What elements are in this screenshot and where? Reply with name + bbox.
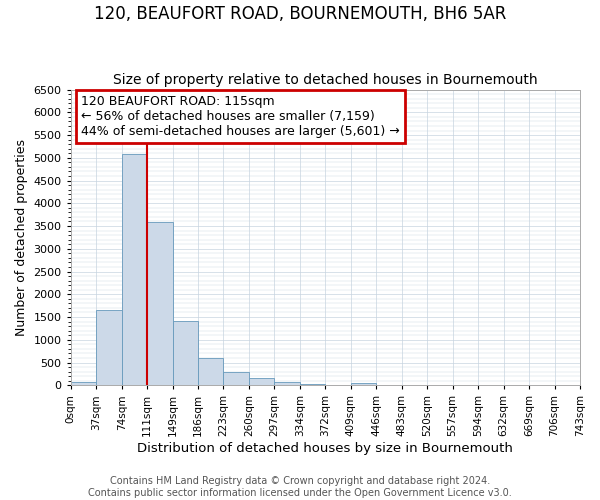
Bar — [198, 358, 223, 386]
Text: Contains HM Land Registry data © Crown copyright and database right 2024.
Contai: Contains HM Land Registry data © Crown c… — [88, 476, 512, 498]
Bar — [96, 310, 122, 386]
Bar — [223, 372, 249, 386]
Bar — [274, 382, 300, 386]
Text: 120, BEAUFORT ROAD, BOURNEMOUTH, BH6 5AR: 120, BEAUFORT ROAD, BOURNEMOUTH, BH6 5AR — [94, 5, 506, 23]
Bar — [249, 378, 274, 386]
Bar — [173, 320, 198, 386]
Title: Size of property relative to detached houses in Bournemouth: Size of property relative to detached ho… — [113, 73, 538, 87]
X-axis label: Distribution of detached houses by size in Bournemouth: Distribution of detached houses by size … — [137, 442, 513, 455]
Text: 120 BEAUFORT ROAD: 115sqm
← 56% of detached houses are smaller (7,159)
44% of se: 120 BEAUFORT ROAD: 115sqm ← 56% of detac… — [81, 96, 400, 138]
Bar — [351, 383, 376, 386]
Bar — [300, 384, 325, 386]
Y-axis label: Number of detached properties: Number of detached properties — [15, 139, 28, 336]
Bar — [122, 154, 147, 386]
Bar — [147, 222, 173, 386]
Bar — [71, 382, 96, 386]
